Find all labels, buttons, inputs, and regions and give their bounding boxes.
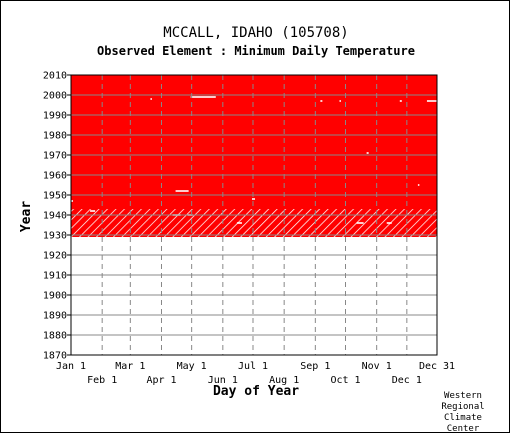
y-tick-label: 1950 — [43, 191, 67, 202]
x-tick-label: Jun 1 — [208, 375, 238, 386]
y-tick-label: 1930 — [43, 231, 67, 242]
y-tick-label: 1870 — [43, 351, 67, 362]
chart-title: MCCALL, IDAHO (105708) — [163, 25, 349, 41]
y-axis-label: Year — [19, 200, 35, 233]
missing-gap-mark — [426, 100, 437, 102]
y-tick-label: 1970 — [43, 151, 67, 162]
y-tick-label: 1940 — [43, 211, 67, 222]
y-tick-label: 1900 — [43, 291, 67, 302]
x-tick-label: Dec 1 — [392, 375, 422, 386]
missing-gap-mark — [175, 190, 189, 192]
missing-gap-mark — [399, 100, 402, 102]
y-tick-label: 1960 — [43, 171, 67, 182]
missing-gap-mark — [251, 198, 256, 200]
x-tick-label: Jul 1 — [238, 361, 268, 372]
missing-gap-mark — [356, 222, 364, 224]
missing-gap-mark — [90, 210, 96, 212]
missing-gap-mark — [236, 222, 242, 224]
partial-data-block — [71, 209, 437, 237]
x-tick-label: Nov 1 — [362, 361, 392, 372]
x-tick-label: Feb 1 — [87, 375, 117, 386]
missing-gap-mark — [190, 96, 216, 98]
x-tick-label: Mar 1 — [115, 361, 145, 372]
y-tick-label: 1980 — [43, 131, 67, 142]
credit-text: Western Regional Climate Center — [441, 391, 485, 433]
tick-labels-layer: 1870 1880 1890 1900 1910 1920 1930 1940 1950 1960… — [43, 71, 455, 387]
y-tick-label: 1910 — [43, 271, 67, 282]
missing-gap-mark — [366, 152, 369, 154]
x-axis-label: Day of Year — [212, 384, 300, 399]
axes-layer — [67, 74, 438, 356]
missing-gap-mark — [417, 184, 420, 186]
y-tick-label: 1920 — [43, 251, 67, 262]
y-tick-label: 1890 — [43, 311, 67, 322]
x-tick-label: May 1 — [177, 361, 207, 372]
plot-border — [70, 74, 438, 356]
x-tick-label: Jan 1 — [56, 361, 86, 372]
y-tick-label: 1880 — [43, 331, 67, 342]
x-tick-label: Aug 1 — [269, 375, 299, 386]
missing-gap-mark — [320, 100, 323, 102]
y-tick-label: 1990 — [43, 111, 67, 122]
missing-gap-mark — [150, 98, 152, 100]
y-tick-label: 2010 — [43, 71, 67, 82]
y-tick-label: 2000 — [43, 91, 67, 102]
missing-gap-mark — [386, 222, 392, 224]
missing-gap-mark — [339, 100, 341, 102]
x-tick-label: Apr 1 — [146, 375, 176, 386]
data-layer — [71, 75, 437, 237]
chart-subtitle: Observed Element : Minimum Daily Tempera… — [97, 44, 415, 58]
x-tick-label: Dec 31 — [419, 361, 455, 372]
missing-gap-mark — [71, 200, 74, 202]
x-tick-label: Oct 1 — [330, 375, 360, 386]
x-tick-label: Sep 1 — [300, 361, 330, 372]
